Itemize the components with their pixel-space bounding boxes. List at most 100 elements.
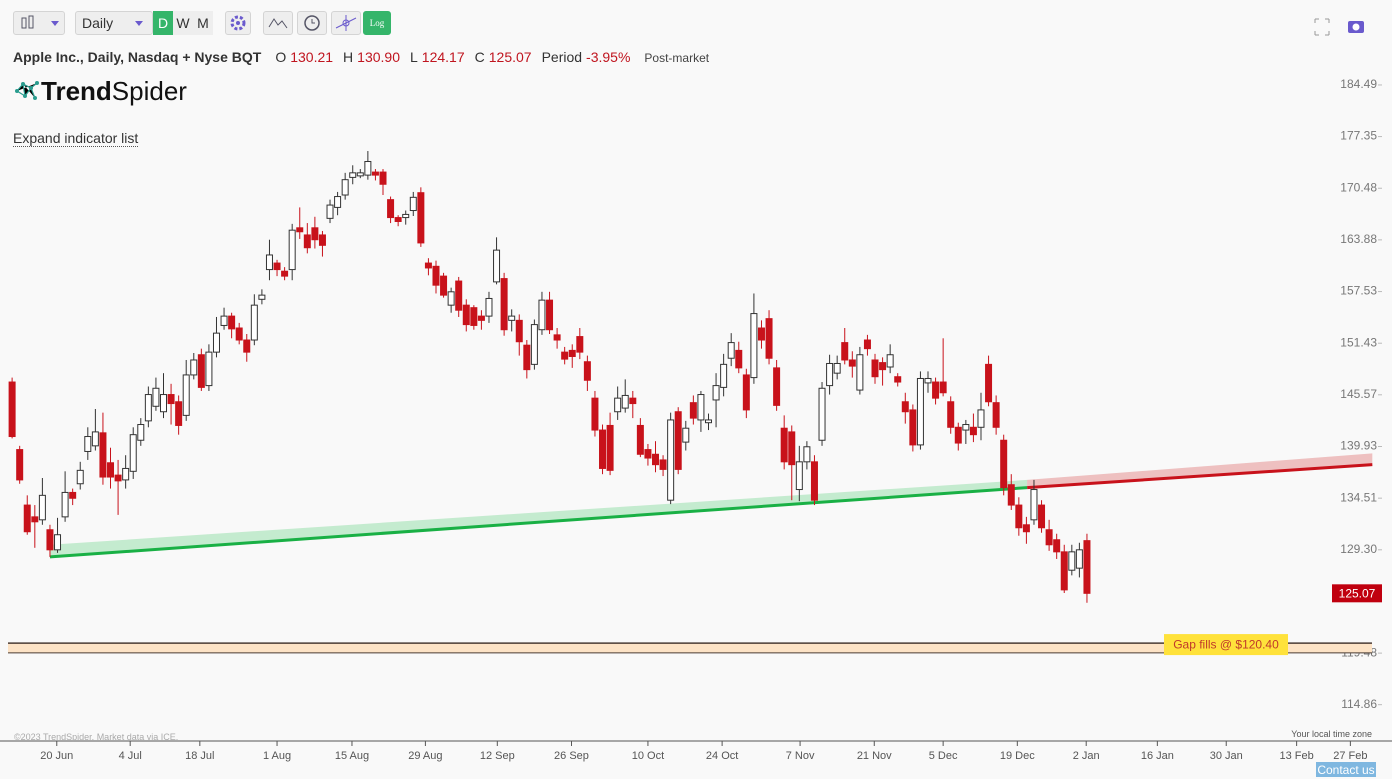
- candle-body: [379, 171, 387, 185]
- y-tick-label: 170.48: [1340, 180, 1377, 194]
- candle-body: [326, 204, 334, 219]
- candle-body: [644, 449, 652, 459]
- log-button[interactable]: Log: [363, 11, 391, 35]
- clock-icon: [304, 15, 320, 31]
- symbol: Apple Inc., Daily, Nasdaq + Nyse BQT: [13, 49, 262, 65]
- candle-body: [803, 446, 811, 463]
- candle-body: [432, 265, 440, 286]
- legend-value: 130.21: [290, 49, 334, 65]
- session: Post-market: [644, 51, 710, 65]
- candle-body: [1038, 504, 1046, 529]
- candle-body: [1000, 439, 1008, 489]
- fullscreen-icon[interactable]: [1314, 18, 1330, 36]
- candle-body: [863, 339, 871, 350]
- y-tick-label: 177.35: [1340, 129, 1377, 143]
- timeframe-button[interactable]: D: [153, 11, 173, 35]
- logo: Trend Spider: [13, 76, 187, 106]
- gear-icon: [230, 15, 246, 31]
- y-tick-label: 157.53: [1340, 284, 1377, 298]
- candle-body: [228, 315, 236, 330]
- candle-body: [561, 351, 569, 360]
- candle-body: [364, 161, 372, 176]
- candle-body: [735, 349, 743, 369]
- y-tick-label: 139.93: [1340, 439, 1377, 453]
- contact-us[interactable]: Contact us: [1316, 762, 1376, 777]
- candle-body: [826, 362, 834, 387]
- candle-body: [182, 374, 190, 416]
- candle-body: [947, 401, 955, 428]
- candle-body: [841, 342, 849, 361]
- candle-body: [197, 354, 205, 388]
- candle-body: [773, 367, 781, 406]
- candle-body: [629, 397, 637, 405]
- candle-body: [909, 409, 917, 446]
- y-tick-label: 163.88: [1340, 232, 1377, 246]
- y-tick-label: 145.57: [1340, 387, 1377, 401]
- last-price-label: 125.07: [1339, 586, 1376, 600]
- candle-body: [114, 474, 122, 482]
- y-tick-label: 184.49: [1340, 77, 1377, 91]
- candle-body: [424, 262, 432, 269]
- legend-value: 130.90: [357, 49, 400, 65]
- candle-body: [916, 377, 924, 446]
- candle-body: [1007, 484, 1015, 506]
- candle-body: [61, 491, 69, 518]
- x-tick-label: 5 Dec: [929, 750, 958, 762]
- timeframe-button[interactable]: M: [193, 11, 213, 35]
- candle-body: [682, 427, 690, 443]
- candle-body: [54, 534, 62, 551]
- candle-body: [523, 344, 531, 371]
- candle-body: [349, 172, 357, 178]
- line-icon: [335, 15, 357, 31]
- candle-body: [515, 319, 523, 343]
- candle-body: [235, 327, 243, 341]
- candle-body: [500, 278, 508, 331]
- candle-body: [992, 402, 1000, 428]
- candle-body: [704, 419, 712, 424]
- candle-body: [765, 318, 773, 359]
- y-tick-label: 129.30: [1340, 542, 1377, 556]
- candle-body: [387, 199, 395, 219]
- candle-body: [810, 461, 818, 501]
- candle-body: [84, 436, 92, 452]
- candle-body: [1068, 551, 1076, 571]
- candle-body: [371, 171, 379, 176]
- x-tick-label: 29 Aug: [408, 750, 442, 762]
- candle-body: [417, 192, 425, 244]
- candle-body: [477, 315, 485, 321]
- x-tick-label: 24 Oct: [706, 750, 738, 762]
- candle-body: [833, 362, 841, 374]
- timezone[interactable]: Your local time zone: [1291, 729, 1372, 739]
- legend-key: L: [410, 49, 418, 65]
- candle-body: [1030, 489, 1038, 521]
- expand-indicators[interactable]: Expand indicator list: [13, 130, 139, 147]
- candle-body: [674, 411, 682, 470]
- candle-body: [750, 313, 758, 379]
- trend-band: [49, 479, 1028, 557]
- candle-body: [122, 467, 130, 481]
- candle-body: [924, 377, 932, 384]
- timeframe-select[interactable]: Daily: [75, 11, 153, 35]
- candle-body: [848, 359, 856, 367]
- top-right-icons: [1314, 18, 1364, 36]
- replay-button[interactable]: [297, 11, 327, 35]
- candle-body: [167, 394, 175, 405]
- timeframe-button[interactable]: W: [173, 11, 193, 35]
- x-tick-label: 21 Nov: [857, 750, 892, 762]
- legend-key: C: [474, 49, 485, 65]
- logo-bold: Trend: [41, 75, 112, 106]
- candle-body: [636, 424, 644, 455]
- candle-body: [530, 324, 538, 365]
- candle-body: [780, 427, 788, 463]
- gap-label-box: [1164, 634, 1288, 656]
- x-tick-label: 13 Feb: [1280, 750, 1314, 762]
- drawing-button[interactable]: [331, 11, 361, 35]
- indicator-button[interactable]: [263, 11, 293, 35]
- candle-body: [38, 494, 46, 521]
- candle-body: [568, 349, 576, 357]
- chart-type-menu[interactable]: [13, 11, 65, 35]
- trend-line: [1027, 463, 1373, 490]
- candle-body: [76, 469, 84, 485]
- settings-button[interactable]: [225, 11, 251, 35]
- candle-body: [356, 172, 364, 177]
